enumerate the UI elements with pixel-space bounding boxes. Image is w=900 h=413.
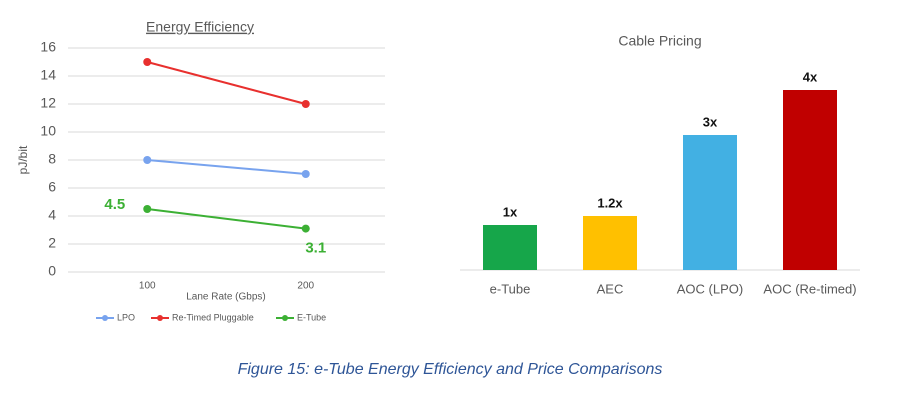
y-tick-label: 2 — [48, 235, 56, 251]
data-label: 4.5 — [104, 196, 125, 213]
data-point — [143, 156, 152, 164]
x-tick-label: 100 — [139, 281, 156, 292]
data-point — [301, 224, 310, 233]
y-tick-label: 6 — [48, 179, 56, 195]
x-tick-label: AOC (Re-timed) — [763, 281, 856, 296]
chart-title: Energy Efficiency — [146, 19, 254, 35]
y-tick-label: 4 — [48, 207, 56, 223]
data-point — [301, 170, 310, 178]
data-point — [143, 58, 152, 66]
series-line — [147, 159, 306, 175]
x-axis-title: Lane Rate (Gbps) — [186, 292, 266, 303]
y-tick-label: 14 — [40, 67, 56, 83]
x-tick-label: AOC (LPO) — [677, 281, 743, 296]
legend-marker — [102, 315, 108, 321]
legend-marker — [157, 315, 163, 321]
y-axis-title: pJ/bit — [16, 145, 30, 174]
y-tick-label: 12 — [40, 95, 56, 111]
legend-label: LPO — [117, 312, 135, 322]
legend-label: Re-Timed Pluggable — [172, 312, 254, 322]
y-tick-label: 8 — [48, 151, 56, 167]
bar — [483, 225, 537, 270]
legend-marker — [282, 315, 288, 321]
x-tick-label: e-Tube — [490, 281, 531, 296]
data-label: 4x — [803, 69, 818, 84]
bar — [683, 135, 737, 270]
x-tick-label: 200 — [297, 281, 314, 292]
caption: Figure 15: e-Tube Energy Efficiency and … — [238, 361, 663, 378]
data-label: 3x — [703, 114, 718, 129]
data-label: 3.1 — [305, 240, 326, 257]
data-label: 1x — [503, 204, 518, 219]
bar — [583, 216, 637, 270]
y-tick-label: 0 — [48, 263, 56, 279]
data-point — [301, 100, 310, 108]
x-tick-label: AEC — [597, 281, 624, 296]
chart-title: Cable Pricing — [618, 33, 701, 49]
legend-label: E-Tube — [297, 312, 326, 322]
data-point — [143, 205, 152, 213]
series-line — [146, 61, 307, 105]
data-label: 1.2x — [597, 195, 623, 210]
series-line — [147, 208, 306, 230]
y-tick-label: 16 — [40, 39, 56, 55]
bar — [783, 90, 837, 270]
y-tick-label: 10 — [40, 123, 56, 139]
